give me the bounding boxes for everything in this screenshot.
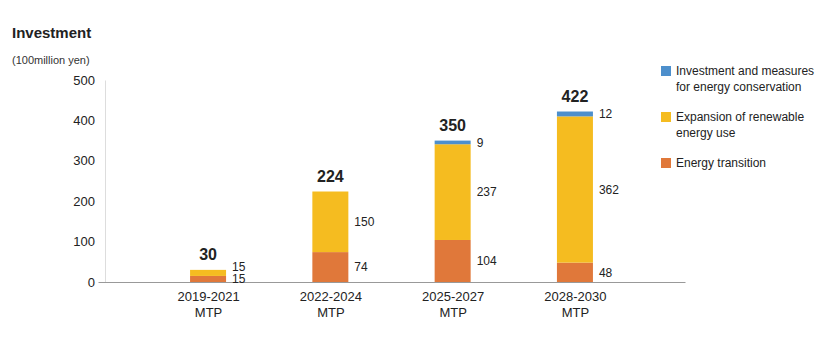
bar-segment — [557, 116, 593, 262]
bar-segment — [190, 270, 226, 276]
data-label: 9 — [477, 136, 484, 150]
y-axis-line — [105, 81, 106, 283]
x-tick: 2028-2030MTP — [544, 282, 606, 320]
y-tick-label: 100 — [73, 234, 95, 249]
total-label: 30 — [199, 246, 217, 263]
bar-segment — [557, 112, 593, 117]
x-axis: 2019-2021MTP 2022-2024MTP 2025-2027MTP 2028… — [99, 282, 686, 320]
y-tick: 100 — [73, 234, 105, 249]
legend-swatch — [661, 112, 671, 122]
y-tick-label: 200 — [73, 194, 95, 209]
total-label: 224 — [317, 168, 344, 185]
legend-item: Expansion of renewableenergy use — [661, 110, 804, 140]
legend: Investment and measuresfor energy conser… — [661, 64, 814, 170]
y-axis: 0 100 200 300 400 500 — [73, 73, 105, 290]
bar-segment — [435, 141, 471, 145]
data-label: 48 — [599, 266, 613, 280]
legend-swatch — [661, 66, 671, 76]
data-label: 362 — [599, 183, 619, 197]
y-tick-label: 0 — [88, 275, 95, 290]
y-tick: 200 — [73, 194, 105, 209]
bar-segment — [435, 144, 471, 240]
chart: Investment (100million yen) 0 100 200 300 400 5… — [0, 0, 840, 342]
x-tick: 2022-2024MTP — [300, 282, 362, 320]
data-label: 12 — [599, 107, 613, 121]
data-label: 74 — [354, 260, 368, 274]
bar-segment — [190, 276, 226, 282]
y-tick: 300 — [73, 153, 105, 168]
x-axis-line — [99, 282, 686, 283]
total-label: 350 — [439, 117, 466, 134]
y-tick: 500 — [73, 73, 105, 88]
y-tick: 400 — [73, 113, 105, 128]
title: Investment — [12, 24, 91, 41]
legend-label: Investment and measuresfor energy conser… — [676, 64, 814, 94]
data-label: 150 — [354, 215, 374, 229]
x-tick-label: 2022-2024MTP — [300, 289, 362, 320]
total-label: 422 — [562, 88, 589, 105]
data-label: 15 — [232, 272, 246, 286]
legend-label: Expansion of renewableenergy use — [676, 110, 804, 140]
legend-item: Energy transition — [661, 156, 766, 170]
data-label: 15 — [232, 260, 246, 274]
legend-item: Investment and measuresfor energy conser… — [661, 64, 814, 94]
bar-segment — [312, 252, 348, 282]
x-tick-label: 2019-2021MTP — [177, 289, 239, 320]
subtitle: (100million yen) — [12, 54, 90, 66]
y-tick-label: 300 — [73, 153, 95, 168]
bar-segment — [435, 240, 471, 282]
data-label: 104 — [477, 254, 497, 268]
bar-segment — [557, 263, 593, 282]
bars — [190, 112, 593, 282]
x-tick-label: 2025-2027MTP — [422, 289, 484, 320]
legend-swatch — [661, 158, 671, 168]
y-tick-label: 500 — [73, 73, 95, 88]
data-labels: 1515 74 150 104 237 9 48 362 12 30 224 350 422 — [199, 88, 619, 287]
x-tick-label: 2028-2030MTP — [544, 289, 606, 320]
x-tick: 2019-2021MTP — [177, 282, 239, 320]
legend-label: Energy transition — [676, 156, 766, 170]
data-label: 237 — [477, 185, 497, 199]
x-tick: 2025-2027MTP — [422, 282, 484, 320]
y-tick-label: 400 — [73, 113, 95, 128]
bar-segment — [312, 192, 348, 253]
